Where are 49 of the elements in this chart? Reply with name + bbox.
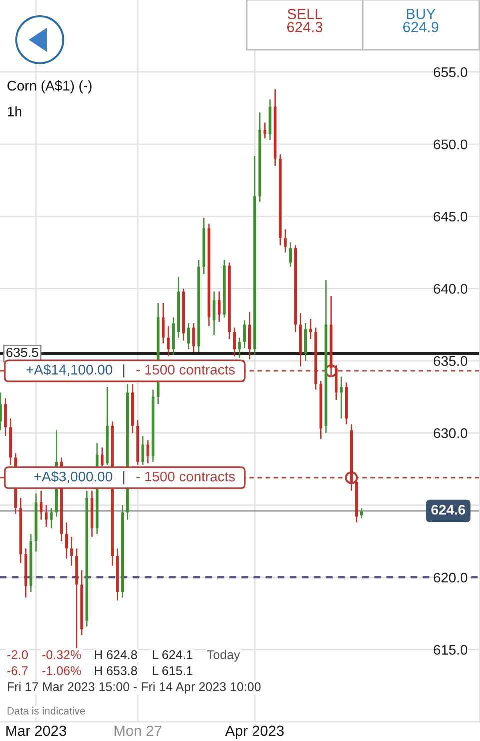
candlestick: [162, 302, 165, 344]
ref-line-label: 635.5: [6, 348, 38, 358]
candlestick: [167, 326, 170, 358]
candlestick: [238, 337, 242, 359]
candlestick: [70, 536, 74, 567]
annotation: H 653.8: [95, 666, 138, 676]
y-tick-label: 645.0: [434, 212, 468, 222]
ref-line-label: 624.6: [432, 505, 466, 515]
candlestick: [289, 242, 292, 268]
candlestick: [45, 504, 48, 528]
annotation: Fri 17 Mar 2023 15:00 - Fri 14 Apr 2023 10:00: [8, 682, 261, 694]
ref-line-label: +A$3,000.00 | - 1500 contracts: [34, 471, 236, 484]
candlestick: [50, 508, 53, 530]
candlestick: [142, 435, 144, 466]
candlestick: [284, 228, 287, 254]
candlestick: [0, 392, 2, 431]
x-tick-label: Mar 2023: [6, 726, 66, 736]
candlestick: [218, 291, 221, 323]
annotation: -6.7: [8, 666, 28, 676]
candlestick: [310, 318, 312, 340]
annotation: Today: [207, 650, 240, 662]
candlestick: [233, 327, 236, 358]
annotation: Data is indicative: [8, 707, 86, 715]
annotation: -1.06%: [42, 666, 82, 676]
y-tick-label: 620.0: [434, 572, 468, 583]
annotation: H 624.8: [95, 650, 138, 660]
candlestick: [264, 122, 267, 140]
annotation: L 615.1: [153, 666, 193, 676]
annotation: -2.0: [8, 650, 28, 660]
candlestick: [100, 447, 104, 468]
x-tick-label: Apr 2023: [225, 726, 284, 740]
annotation: L 624.1: [153, 650, 193, 660]
candlestick: [360, 508, 364, 520]
y-tick-label: 640.0: [434, 284, 468, 294]
x-tick-label: Mon 27: [114, 726, 162, 736]
annotation: -0.32%: [42, 650, 82, 660]
candlestick: [340, 376, 343, 420]
annotation: SELL 624.3: [287, 9, 323, 32]
candlestick: [192, 322, 196, 353]
text: 1h: [8, 106, 22, 117]
text: Corn (A$1) (-): [8, 80, 92, 94]
candlestick: [187, 322, 190, 350]
y-tick-label: 630.0: [434, 428, 468, 438]
y-tick-label: 635.0: [434, 356, 468, 366]
y-tick-label: 650.0: [434, 140, 468, 150]
y-tick-label: 655.0: [434, 68, 468, 78]
y-tick-label: 615.0: [434, 645, 468, 655]
ref-line-label: +A$14,100.00 | - 1500 contracts: [26, 364, 236, 378]
text: BUY 624.9: [403, 9, 439, 32]
